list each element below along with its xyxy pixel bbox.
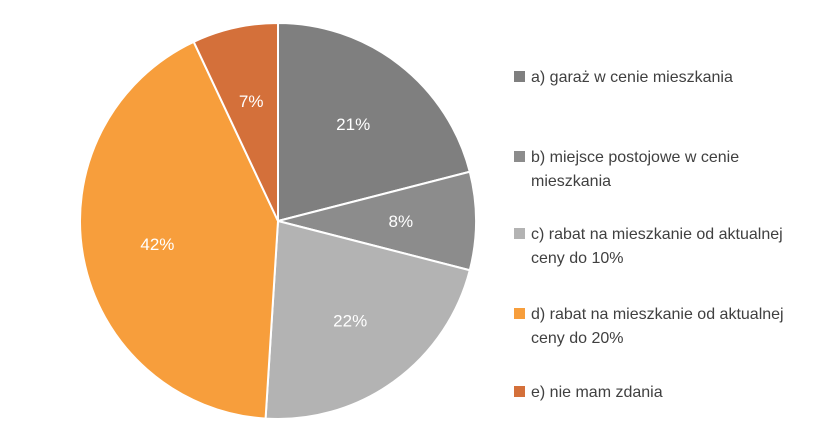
legend-item-e: e) nie mam zdania	[514, 381, 814, 405]
pie-slices	[79, 21, 477, 420]
legend-item-c: c) rabat na mieszkanie od aktualnej ceny…	[514, 223, 814, 271]
legend-item-d: d) rabat na mieszkanie od aktualnej ceny…	[514, 303, 814, 351]
pie-slice-label-c: 22%	[333, 311, 367, 330]
pie-slice-a	[277, 21, 471, 223]
legend-label-c: c) rabat na mieszkanie od aktualnej ceny…	[531, 226, 783, 267]
pie-slice-e	[192, 21, 279, 222]
legend-swatch-b	[514, 151, 525, 162]
legend-item-b: b) miejsce postojowe w cenie mieszkania	[514, 146, 814, 194]
pie-slice-label-e: 7%	[239, 92, 264, 111]
pie-slice-b	[277, 170, 477, 272]
pie-plot: 21% 8% 22% 42% 7%	[79, 21, 477, 420]
legend-label-e: e) nie mam zdania	[531, 384, 663, 401]
legend-item-a: a) garaż w cenie mieszkania	[514, 66, 814, 90]
legend-swatch-e	[514, 386, 525, 397]
legend-swatch-d	[514, 308, 525, 319]
pie-slice-label-b: 8%	[389, 212, 414, 231]
legend-swatch-a	[514, 71, 525, 82]
pie-slice-c	[264, 219, 471, 420]
pie-slice-label-d: 42%	[140, 235, 174, 254]
pie-slice-d	[79, 40, 280, 420]
legend-label-d: d) rabat na mieszkanie od aktualnej ceny…	[531, 306, 784, 347]
legend-swatch-c	[514, 228, 525, 239]
pie-slice-label-a: 21%	[336, 115, 370, 134]
legend-label-a: a) garaż w cenie mieszkania	[531, 69, 733, 86]
legend-label-b: b) miejsce postojowe w cenie mieszkania	[531, 149, 740, 190]
